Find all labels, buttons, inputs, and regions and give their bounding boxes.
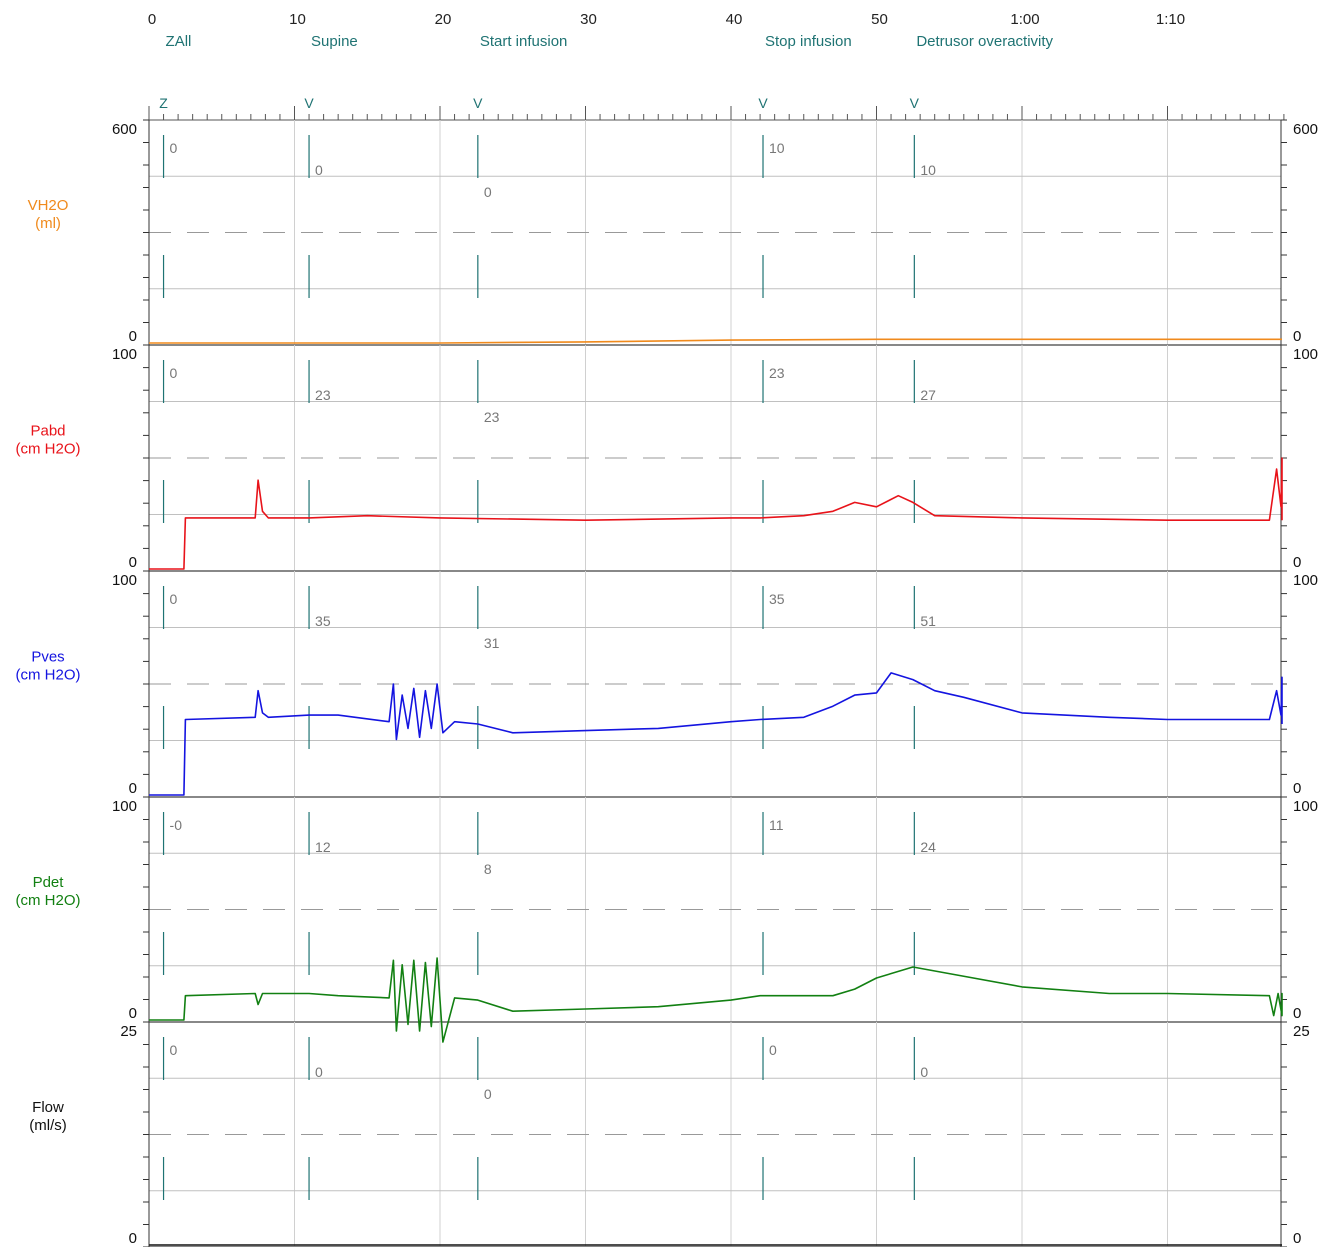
- panel-vh2o: 600 0 600 0 VH2O(ml) 0 0 0 10 10: [28, 119, 1318, 346]
- event-value: 27: [920, 387, 936, 403]
- right-axis-bottom-label: 0: [1293, 328, 1301, 345]
- left-axis-top-label: 25: [120, 1023, 137, 1040]
- event-label: Detrusor overactivity: [916, 33, 1053, 50]
- right-axis-top-label: 25: [1293, 1023, 1310, 1040]
- left-axis-bottom-label: 0: [129, 780, 137, 797]
- left-axis-top-label: 600: [112, 121, 137, 138]
- panel-unit: (cm H2O): [16, 892, 81, 909]
- left-axis-bottom-label: 0: [129, 1005, 137, 1022]
- event-label: ZAll: [166, 33, 192, 50]
- event-value: 0: [170, 591, 178, 607]
- event-value: 10: [769, 140, 785, 156]
- event-value: 31: [484, 635, 500, 651]
- event-value: 23: [315, 387, 331, 403]
- event-marker: V: [473, 95, 483, 111]
- event-value: 0: [170, 140, 178, 156]
- event-value: 0: [170, 365, 178, 381]
- left-axis-bottom-label: 0: [129, 554, 137, 571]
- event-value: 24: [920, 839, 936, 855]
- event-value: 11: [769, 817, 784, 833]
- time-tick-label: 40: [726, 11, 743, 28]
- panel-pdet: 100 0 100 0 Pdet(cm H2O) -0 12 8 11 24: [16, 796, 1318, 1043]
- time-tick-label: 20: [435, 11, 452, 28]
- time-tick-label: 30: [580, 11, 597, 28]
- time-tick-label: 1:10: [1156, 11, 1185, 28]
- event-value: 10: [920, 162, 936, 178]
- event-value: 0: [484, 1086, 492, 1102]
- event-value: 23: [484, 409, 500, 425]
- event-value: 35: [315, 613, 331, 629]
- panel-title: Pabd: [30, 422, 65, 439]
- left-axis-top-label: 100: [112, 798, 137, 815]
- panel-title: Pves: [31, 648, 64, 665]
- right-axis-top-label: 600: [1293, 121, 1318, 138]
- event-value: 0: [315, 1064, 323, 1080]
- left-axis-top-label: 100: [112, 572, 137, 589]
- time-tick-label: 50: [871, 11, 888, 28]
- left-axis-top-label: 100: [112, 346, 137, 363]
- event-value: -0: [170, 817, 183, 833]
- event-value: 0: [170, 1042, 178, 1058]
- event-value: 0: [769, 1042, 777, 1058]
- event-value: 51: [920, 613, 936, 629]
- time-axis-top: 0 10 20 30 40 50 1:00 1:10: [148, 11, 1185, 28]
- event-value: 23: [769, 365, 785, 381]
- time-tick-label: 10: [289, 11, 306, 28]
- time-tick-label: 0: [148, 11, 156, 28]
- right-axis-bottom-label: 0: [1293, 1230, 1301, 1247]
- right-axis-bottom-label: 0: [1293, 554, 1301, 571]
- series-line-pves: [149, 672, 1283, 796]
- right-axis-top-label: 100: [1293, 798, 1318, 815]
- panel-flow: 25 0 25 0 Flow(ml/s) 0 0 0 0 0: [29, 1021, 1310, 1247]
- panel-unit: (ml): [35, 215, 61, 232]
- event-value: 8: [484, 861, 492, 877]
- panel-unit: (cm H2O): [16, 666, 81, 683]
- panel-unit: (ml/s): [29, 1117, 67, 1134]
- series-line-pabd: [149, 457, 1283, 570]
- right-axis-top-label: 100: [1293, 346, 1318, 363]
- event-label: Stop infusion: [765, 33, 852, 50]
- right-axis-bottom-label: 0: [1293, 1005, 1301, 1022]
- panel-title: VH2O: [28, 197, 69, 214]
- event-marker: V: [304, 95, 314, 111]
- panel-pabd: 100 0 100 0 Pabd(cm H2O) 0 23 23 23 27: [16, 344, 1318, 572]
- event-value: 12: [315, 839, 331, 855]
- event-markers: ZAll Z Supine V Start infusion V Stop infusion…: [148, 33, 1285, 121]
- left-axis-bottom-label: 0: [129, 328, 137, 345]
- event-marker: Z: [159, 95, 168, 111]
- event-value: 0: [484, 184, 492, 200]
- right-axis-top-label: 100: [1293, 572, 1318, 589]
- panel-pves: 100 0 100 0 Pves(cm H2O) 0 35 31 35 51: [16, 570, 1318, 798]
- series-line-pdet: [149, 957, 1283, 1043]
- event-value: 35: [769, 591, 785, 607]
- event-value: 0: [315, 162, 323, 178]
- panel-unit: (cm H2O): [16, 440, 81, 457]
- event-label: Start infusion: [480, 33, 568, 50]
- panel-title: Pdet: [33, 874, 65, 891]
- time-tick-label: 1:00: [1010, 11, 1039, 28]
- series-line-vh2o: [149, 338, 1282, 344]
- event-label: Supine: [311, 33, 358, 50]
- event-value: 0: [920, 1064, 928, 1080]
- right-axis-bottom-label: 0: [1293, 780, 1301, 797]
- event-marker: V: [910, 95, 920, 111]
- panel-title: Flow: [32, 1099, 64, 1116]
- event-marker: V: [758, 95, 768, 111]
- left-axis-bottom-label: 0: [129, 1230, 137, 1247]
